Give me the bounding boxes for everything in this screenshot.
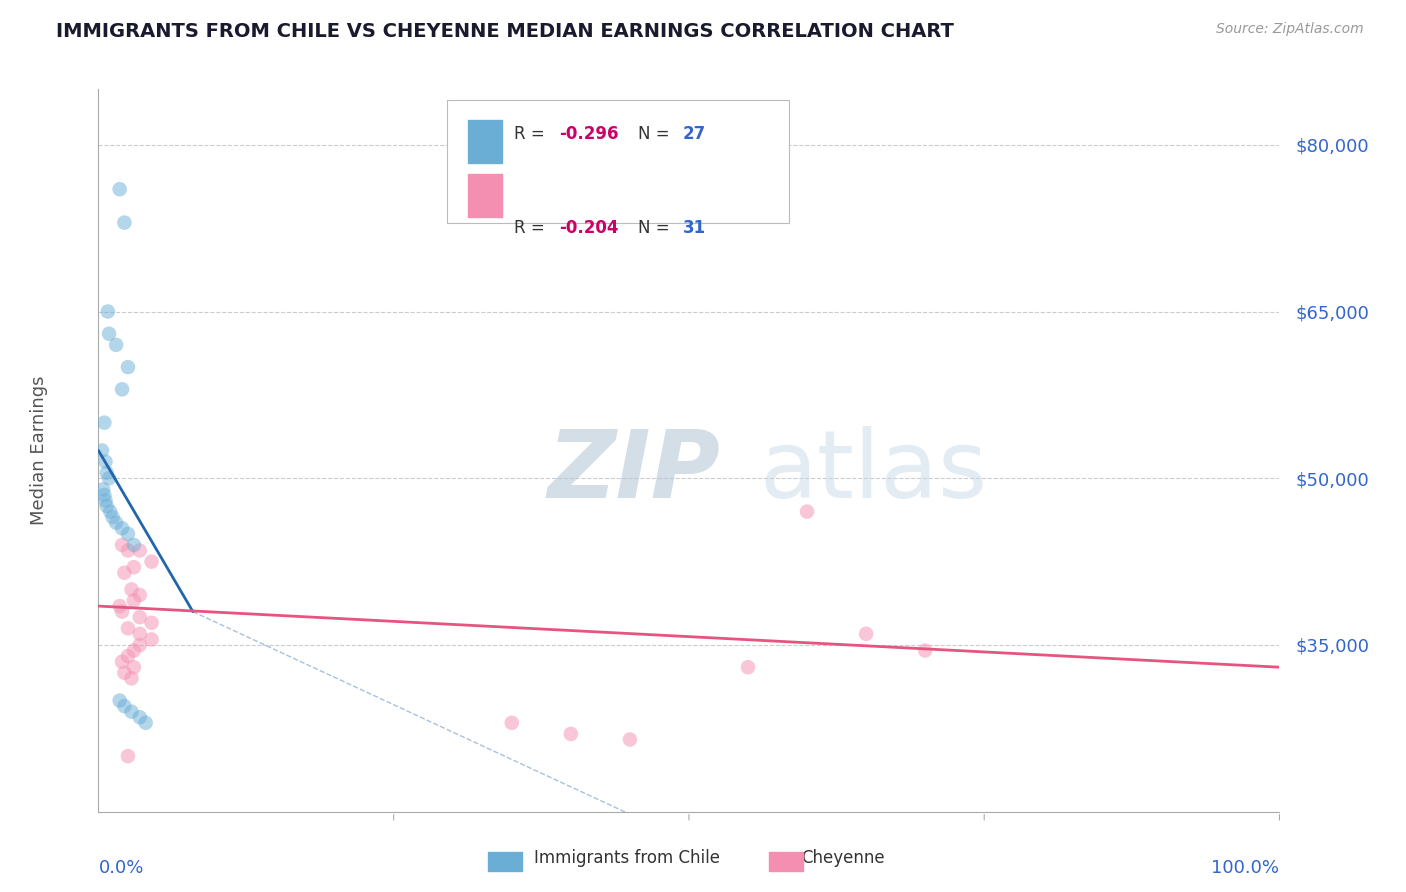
- Text: Median Earnings: Median Earnings: [31, 376, 48, 525]
- Point: [112, 216, 135, 230]
- Point: [93, 416, 115, 430]
- Point: [128, 588, 150, 602]
- Point: [117, 649, 139, 664]
- Point: [111, 605, 134, 619]
- Text: R =: R =: [515, 219, 550, 236]
- Point: [112, 699, 135, 714]
- Text: N =: N =: [638, 125, 675, 143]
- Point: [141, 555, 163, 569]
- Point: [111, 521, 134, 535]
- Point: [91, 443, 114, 458]
- Point: [122, 660, 145, 674]
- Text: Cheyenne: Cheyenne: [801, 849, 884, 867]
- Point: [97, 304, 120, 318]
- Point: [135, 715, 157, 730]
- Point: [128, 710, 150, 724]
- Point: [94, 454, 117, 468]
- Point: [128, 627, 150, 641]
- Text: 27: 27: [683, 125, 706, 143]
- Point: [117, 526, 139, 541]
- Point: [128, 610, 150, 624]
- Point: [796, 505, 818, 519]
- Point: [914, 643, 936, 657]
- Text: 100.0%: 100.0%: [1212, 859, 1279, 877]
- Point: [141, 632, 163, 647]
- Point: [121, 705, 143, 719]
- Point: [111, 655, 134, 669]
- Point: [117, 543, 139, 558]
- Point: [111, 538, 134, 552]
- Point: [737, 660, 759, 674]
- Point: [141, 615, 163, 630]
- Point: [121, 671, 143, 685]
- Point: [122, 560, 145, 574]
- Text: IMMIGRANTS FROM CHILE VS CHEYENNE MEDIAN EARNINGS CORRELATION CHART: IMMIGRANTS FROM CHILE VS CHEYENNE MEDIAN…: [56, 22, 955, 41]
- Point: [560, 727, 582, 741]
- Point: [108, 182, 131, 196]
- Text: 31: 31: [683, 219, 706, 236]
- Point: [117, 621, 139, 635]
- Text: ZIP: ZIP: [547, 426, 720, 518]
- Point: [112, 665, 135, 680]
- Point: [122, 643, 145, 657]
- Point: [117, 749, 139, 764]
- Point: [96, 466, 118, 480]
- Text: Immigrants from Chile: Immigrants from Chile: [534, 849, 720, 867]
- Point: [112, 566, 135, 580]
- Point: [108, 693, 131, 707]
- Point: [108, 599, 131, 613]
- Point: [96, 499, 118, 513]
- Text: atlas: atlas: [759, 426, 988, 518]
- Text: Source: ZipAtlas.com: Source: ZipAtlas.com: [1216, 22, 1364, 37]
- Text: -0.296: -0.296: [560, 125, 619, 143]
- Text: 0.0%: 0.0%: [98, 859, 143, 877]
- Point: [98, 471, 121, 485]
- FancyBboxPatch shape: [447, 100, 789, 223]
- Point: [98, 326, 121, 341]
- Text: R =: R =: [515, 125, 550, 143]
- Point: [121, 582, 143, 597]
- Point: [855, 627, 877, 641]
- Point: [128, 543, 150, 558]
- Text: N =: N =: [638, 219, 675, 236]
- Point: [105, 338, 128, 352]
- Point: [128, 638, 150, 652]
- FancyBboxPatch shape: [468, 120, 502, 163]
- Point: [94, 493, 117, 508]
- Point: [98, 505, 121, 519]
- FancyBboxPatch shape: [468, 175, 502, 217]
- Point: [91, 483, 114, 497]
- Point: [101, 510, 124, 524]
- Point: [619, 732, 641, 747]
- Point: [111, 382, 134, 396]
- Point: [501, 715, 523, 730]
- Point: [117, 360, 139, 375]
- Text: -0.204: -0.204: [560, 219, 619, 236]
- Point: [105, 516, 128, 530]
- Point: [122, 538, 145, 552]
- Point: [93, 488, 115, 502]
- Point: [122, 593, 145, 607]
